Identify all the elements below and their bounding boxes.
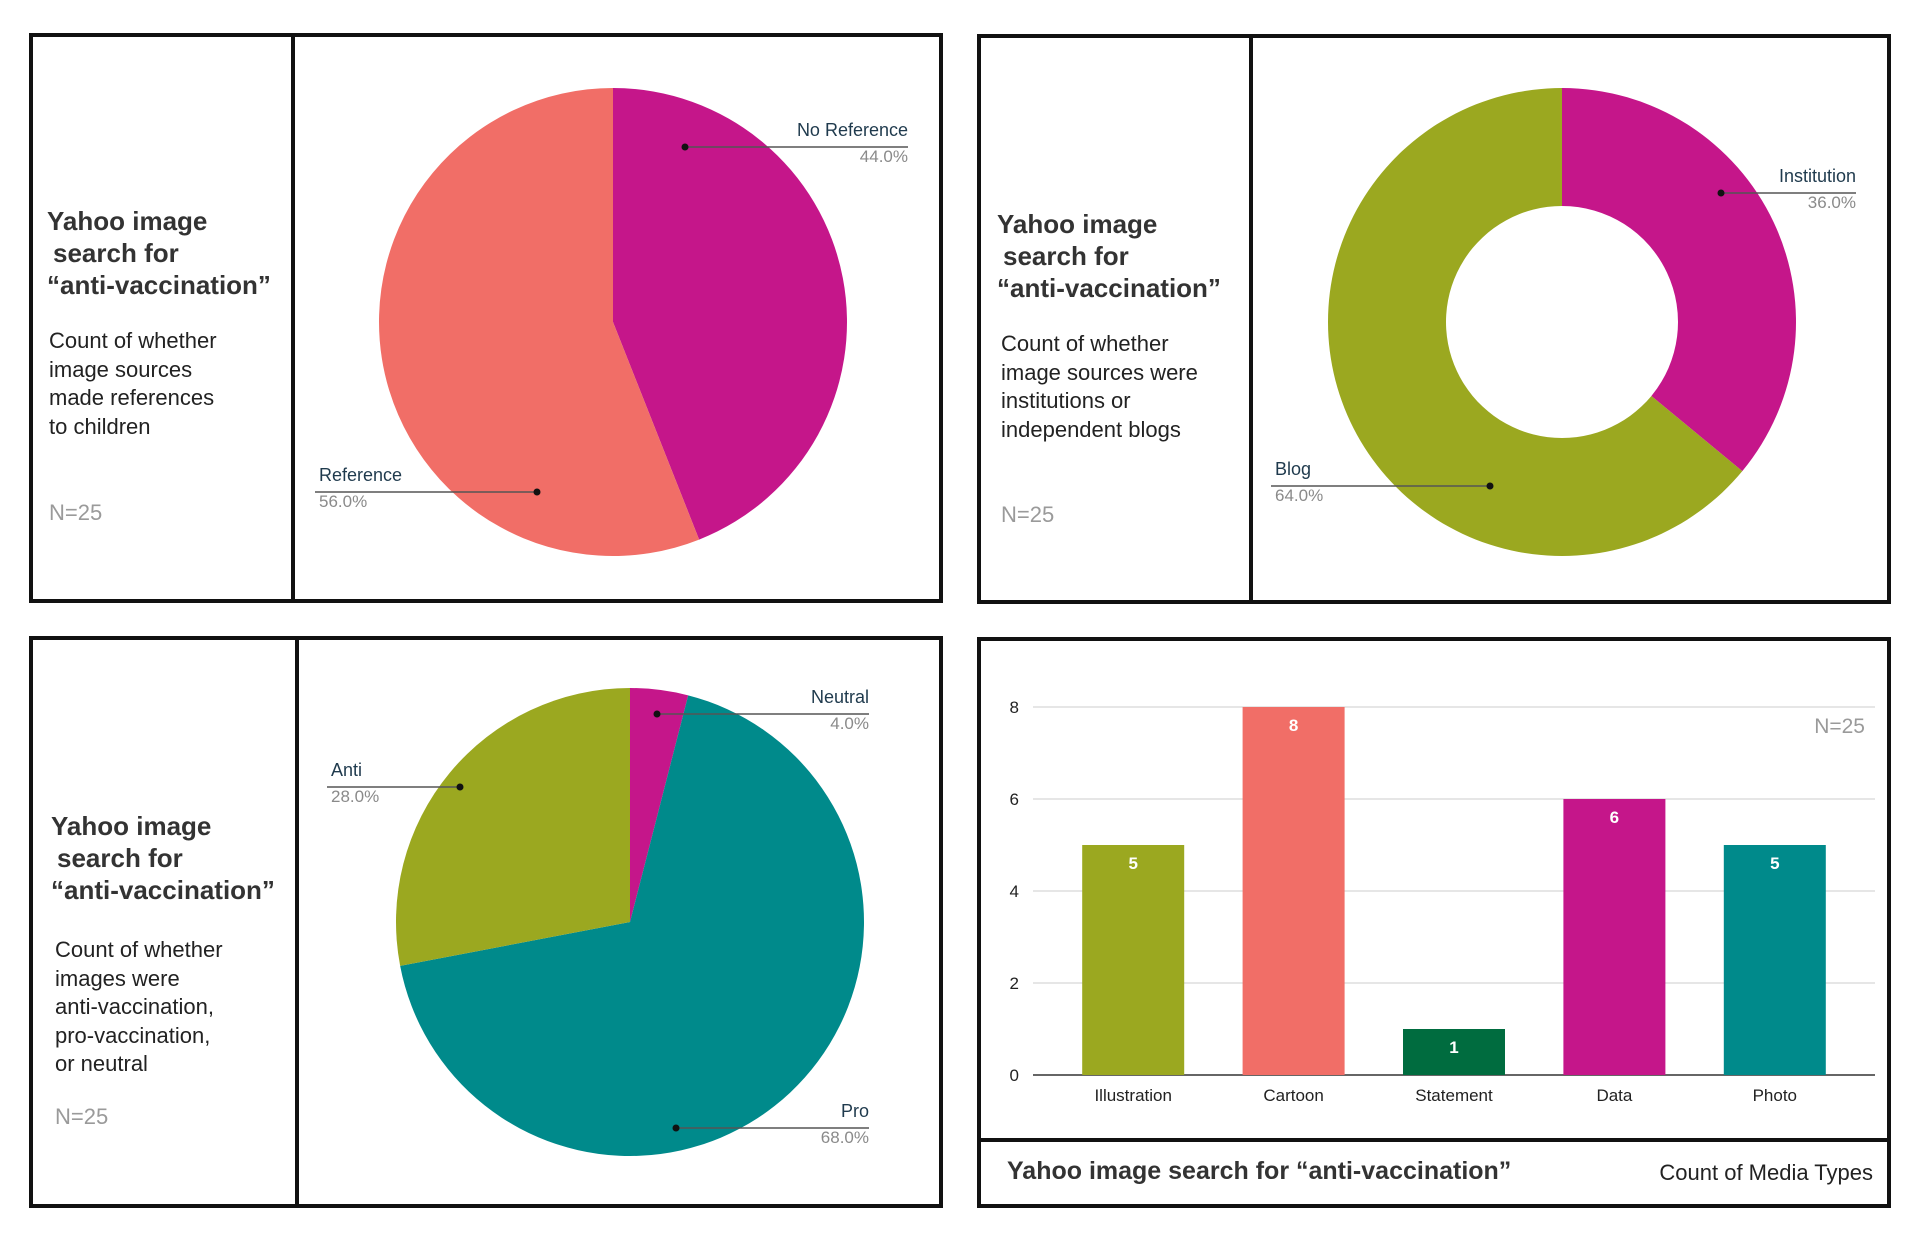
panel-title: Yahoo image search for “anti-vaccination… [51,810,275,906]
sample-size: N=25 [55,1104,109,1129]
leader-dot-anti [456,783,464,791]
x-tick-label: Cartoon [1263,1086,1323,1105]
sample-size: N=25 [1001,502,1055,527]
title-line: Yahoo image [997,209,1158,239]
panel-description: Count of whether image sources were inst… [1001,330,1198,444]
slice-percent-reference: 56.0% [319,492,367,511]
slice-percent-blog: 64.0% [1275,486,1323,505]
slice-label-pro: Pro [841,1101,869,1121]
description-line: institutions or [1001,388,1131,413]
description-line: Count of whether [55,937,223,962]
bar-value-label: 5 [1770,854,1779,873]
title-line: search for [57,843,183,873]
x-tick-label: Statement [1415,1086,1493,1105]
title-line: search for [53,238,179,268]
slice-label-neutral: Neutral [811,687,869,707]
chart-title: Yahoo image search for “anti-vaccination… [1007,1157,1512,1185]
title-line: search for [1003,241,1129,271]
panel-divider [1249,38,1253,600]
description-line: anti-vaccination, [55,994,214,1019]
title-line: “anti-vaccination” [997,273,1221,303]
bar-statement [1403,1029,1505,1075]
slice-percent-neutral: 4.0% [830,714,869,733]
description-line: pro-vaccination, [55,1022,211,1048]
slice-neutral [630,688,689,922]
sample-size: N=25 [1814,715,1865,738]
x-tick-label: Data [1596,1086,1632,1105]
x-tick-label: Illustration [1094,1086,1171,1105]
panel-children-references: Yahoo image search for “anti-vaccination… [29,33,943,603]
slice-label-no-reference: No Reference [797,120,908,140]
bar-value-label: 6 [1610,808,1619,827]
slice-label-blog: Blog [1275,459,1311,479]
panel-source-types: Yahoo image search for “anti-vaccination… [977,34,1891,604]
panel-stance: Yahoo image search for “anti-vaccination… [29,636,943,1208]
panel-description: Count of whether image sources made refe… [49,327,217,441]
sample-size: N=25 [49,500,103,525]
title-line: Yahoo image [47,206,208,236]
description-line: independent blogs [1001,416,1181,442]
pie-chart-children-references: No Reference 44.0% Reference 56.0% [315,88,908,556]
y-tick-label: 0 [1010,1066,1019,1085]
leader-dot-blog [1486,482,1494,490]
slice-label-anti: Anti [331,760,362,780]
panel-divider [291,37,295,599]
panel-title: Yahoo image search for “anti-vaccination… [997,208,1221,304]
panel-divider [295,640,299,1204]
bar-data [1563,799,1666,1075]
y-tick-label: 8 [1010,698,1019,717]
slice-percent-anti: 28.0% [331,787,379,806]
title-line: Yahoo image [51,811,212,841]
slice-reference [379,88,700,556]
slice-label-reference: Reference [319,465,402,485]
description-line: Count of whether [49,328,217,353]
pie-chart-stance: Neutral 4.0% Pro 68.0% Anti 28.0% [327,687,869,1156]
slice-blog [1328,88,1743,556]
bar-value-label: 1 [1449,1038,1458,1057]
bar-illustration [1082,845,1185,1075]
y-tick-label: 6 [1010,790,1019,809]
y-tick-label: 4 [1010,882,1019,901]
leader-dot-pro [672,1124,680,1132]
bar-chart-media-types: 0 2 4 6 8 5 Illustration 8 Cartoon 1 Statement 6 Dat… [1010,698,1875,1105]
slice-label-institution: Institution [1779,166,1856,186]
slice-percent-no-reference: 44.0% [860,147,908,166]
bar-photo [1723,845,1826,1075]
description-line: to children [49,413,151,439]
chart-subtitle: Count of Media Types [1659,1160,1873,1185]
bar-value-label: 5 [1128,854,1137,873]
slice-pro [400,695,864,1156]
description-line: or neutral [55,1051,148,1076]
title-line: “anti-vaccination” [51,875,275,905]
slice-percent-pro: 68.0% [821,1128,869,1147]
x-tick-label: Photo [1753,1086,1797,1105]
panel-description: Count of whether images were anti-vaccin… [55,936,223,1079]
bar-value-label: 8 [1289,716,1298,735]
slice-percent-institution: 36.0% [1808,193,1856,212]
panel-media-types: 0 2 4 6 8 5 Illustration 8 Cartoon 1 Statement 6 Dat… [977,637,1891,1208]
slice-institution [1562,88,1796,472]
y-tick-label: 2 [1010,974,1019,993]
description-line: made references [49,385,215,410]
description-line: images were [55,965,180,991]
panel-title: Yahoo image search for “anti-vaccination… [47,205,271,301]
leader-dot-neutral [653,710,661,718]
slice-anti [395,688,630,966]
description-line: image sources were [1001,359,1198,385]
donut-chart-source-types: Institution 36.0% Blog 64.0% [1271,88,1856,556]
description-line: image sources [49,356,193,382]
description-line: Count of whether [1001,331,1169,356]
title-line: “anti-vaccination” [47,270,271,300]
leader-dot-institution [1717,189,1725,197]
footer-divider [981,1138,1887,1142]
leader-dot-reference [533,488,541,496]
bar-cartoon [1242,707,1345,1075]
leader-dot-no-reference [681,143,689,151]
slice-no-reference [613,88,848,540]
